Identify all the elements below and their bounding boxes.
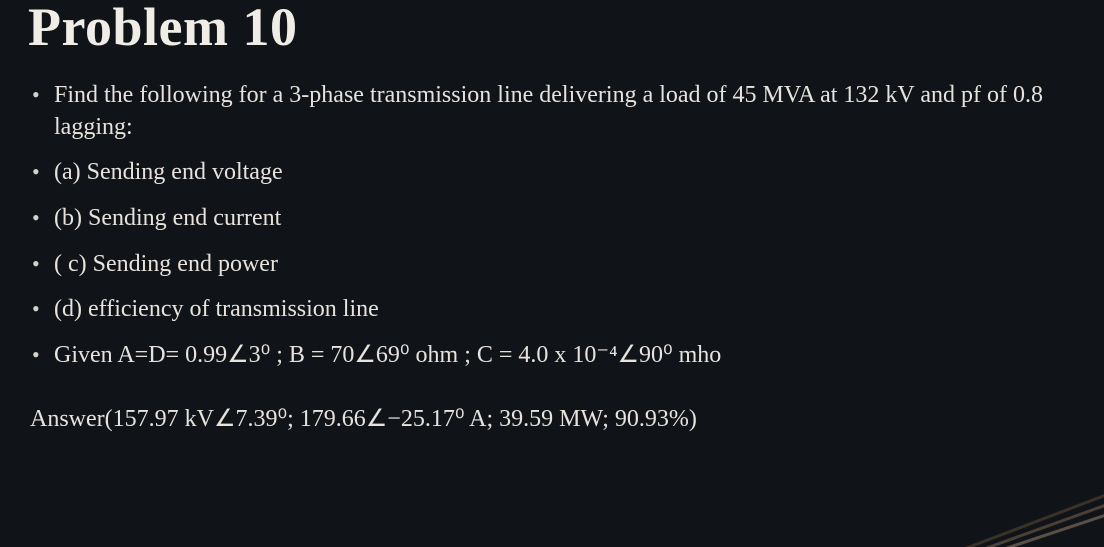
corner-decoration-icon [964,487,1104,547]
page-title: Problem 10 [28,0,1076,54]
list-item: Find the following for a 3-phase transmi… [28,80,1076,143]
list-item: Given A=D= 0.99∠3⁰ ; B = 70∠69⁰ ohm ; C … [28,340,1076,372]
slide-container: Problem 10 Find the following for a 3-ph… [0,0,1104,547]
list-item: (d) efficiency of transmission line [28,294,1076,326]
list-item: (b) Sending end current [28,203,1076,235]
list-item: (a) Sending end voltage [28,157,1076,189]
list-item: ( c) Sending end power [28,249,1076,281]
answer-line: Answer(157.97 kV∠7.39⁰; 179.66∠−25.17⁰ A… [28,404,1076,433]
bullet-list: Find the following for a 3-phase transmi… [28,80,1076,372]
